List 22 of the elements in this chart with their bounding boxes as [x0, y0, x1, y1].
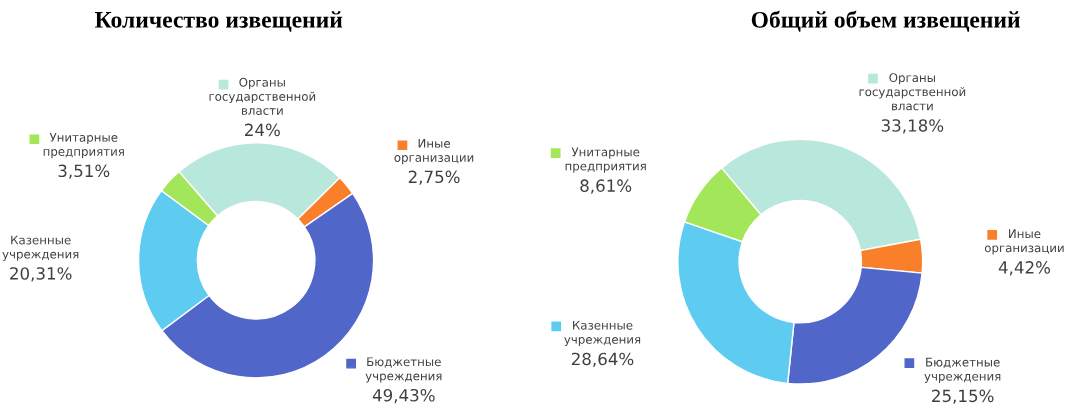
legend-label: Иные организации [984, 229, 1064, 255]
legend-label: Иные организации [394, 139, 474, 165]
data-label: 4,42% [998, 261, 1051, 276]
legend-label: Органы государственной власти [859, 73, 966, 111]
legend-label: Казенные учреждения [564, 320, 641, 347]
chart-title: Общий объем извещений [751, 10, 1020, 32]
legend-label: Унитарные предприятия [43, 133, 124, 159]
data-label: 25,15% [932, 389, 994, 404]
legend-label: Бюджетные учреждения [365, 357, 442, 383]
legend-label: Органы государственной власти [209, 77, 316, 115]
legend-label: Унитарные предприятия [565, 147, 646, 173]
data-label: 33,18% [881, 119, 944, 134]
data-label: 2,75% [408, 170, 460, 185]
data-label: 24% [245, 123, 280, 137]
data-label: 20,31% [10, 267, 72, 282]
slice-label: Казенные учреждения [2, 235, 79, 261]
data-label: 8,61% [580, 179, 632, 194]
data-label: 3,51% [58, 164, 110, 179]
data-label: 49,43% [372, 388, 435, 404]
chart-title: Количество извещений [94, 11, 343, 32]
legend-label: Бюджетные учреждения [924, 357, 1001, 383]
data-label: 28,64% [571, 352, 634, 367]
